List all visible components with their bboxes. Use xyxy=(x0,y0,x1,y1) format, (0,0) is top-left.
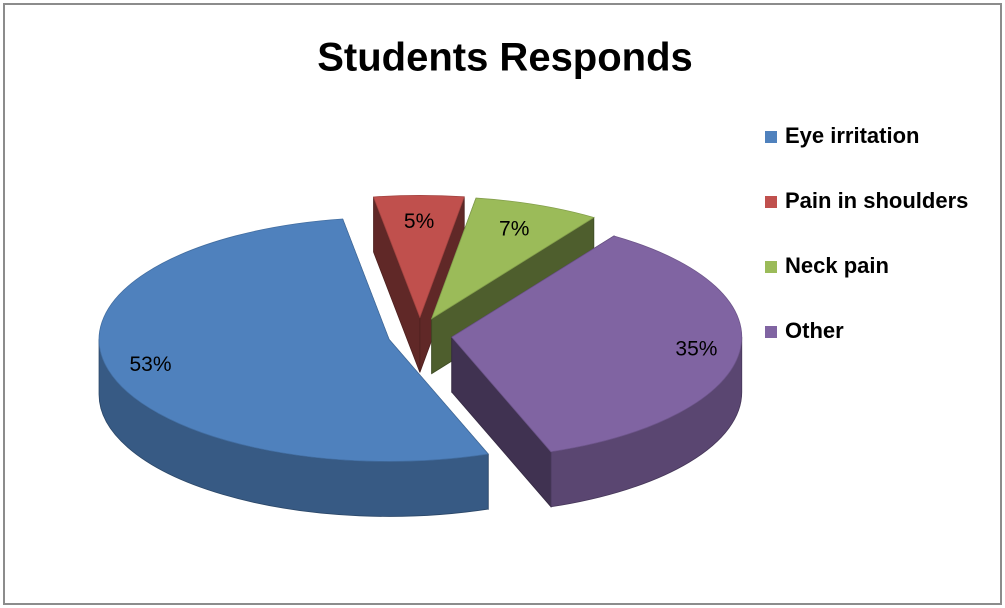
legend-swatch xyxy=(765,326,777,338)
pie-slice xyxy=(451,235,743,508)
legend-label: Other xyxy=(785,318,844,343)
slice xyxy=(372,195,465,319)
legend-swatch xyxy=(765,261,777,273)
slice xyxy=(451,235,743,453)
data-label: 5% xyxy=(404,210,434,233)
pie-slice xyxy=(98,218,489,517)
legend-swatch xyxy=(765,131,777,143)
legend-swatch xyxy=(765,196,777,208)
data-label: 7% xyxy=(499,218,529,241)
pie: 5% 7% 35% 53% xyxy=(98,195,743,517)
legend-label: Pain in shoulders xyxy=(785,188,968,213)
chart-title: Students Responds xyxy=(317,36,693,80)
legend-label: Neck pain xyxy=(785,253,889,278)
data-label: 53% xyxy=(129,353,171,376)
pie-slice xyxy=(372,195,465,373)
slice xyxy=(98,218,489,462)
slice xyxy=(430,197,595,320)
legend-label: Eye irritation xyxy=(785,123,919,148)
data-label: 35% xyxy=(675,337,717,360)
legend: Eye irritation Pain in shoulders Neck pain… xyxy=(765,123,968,343)
